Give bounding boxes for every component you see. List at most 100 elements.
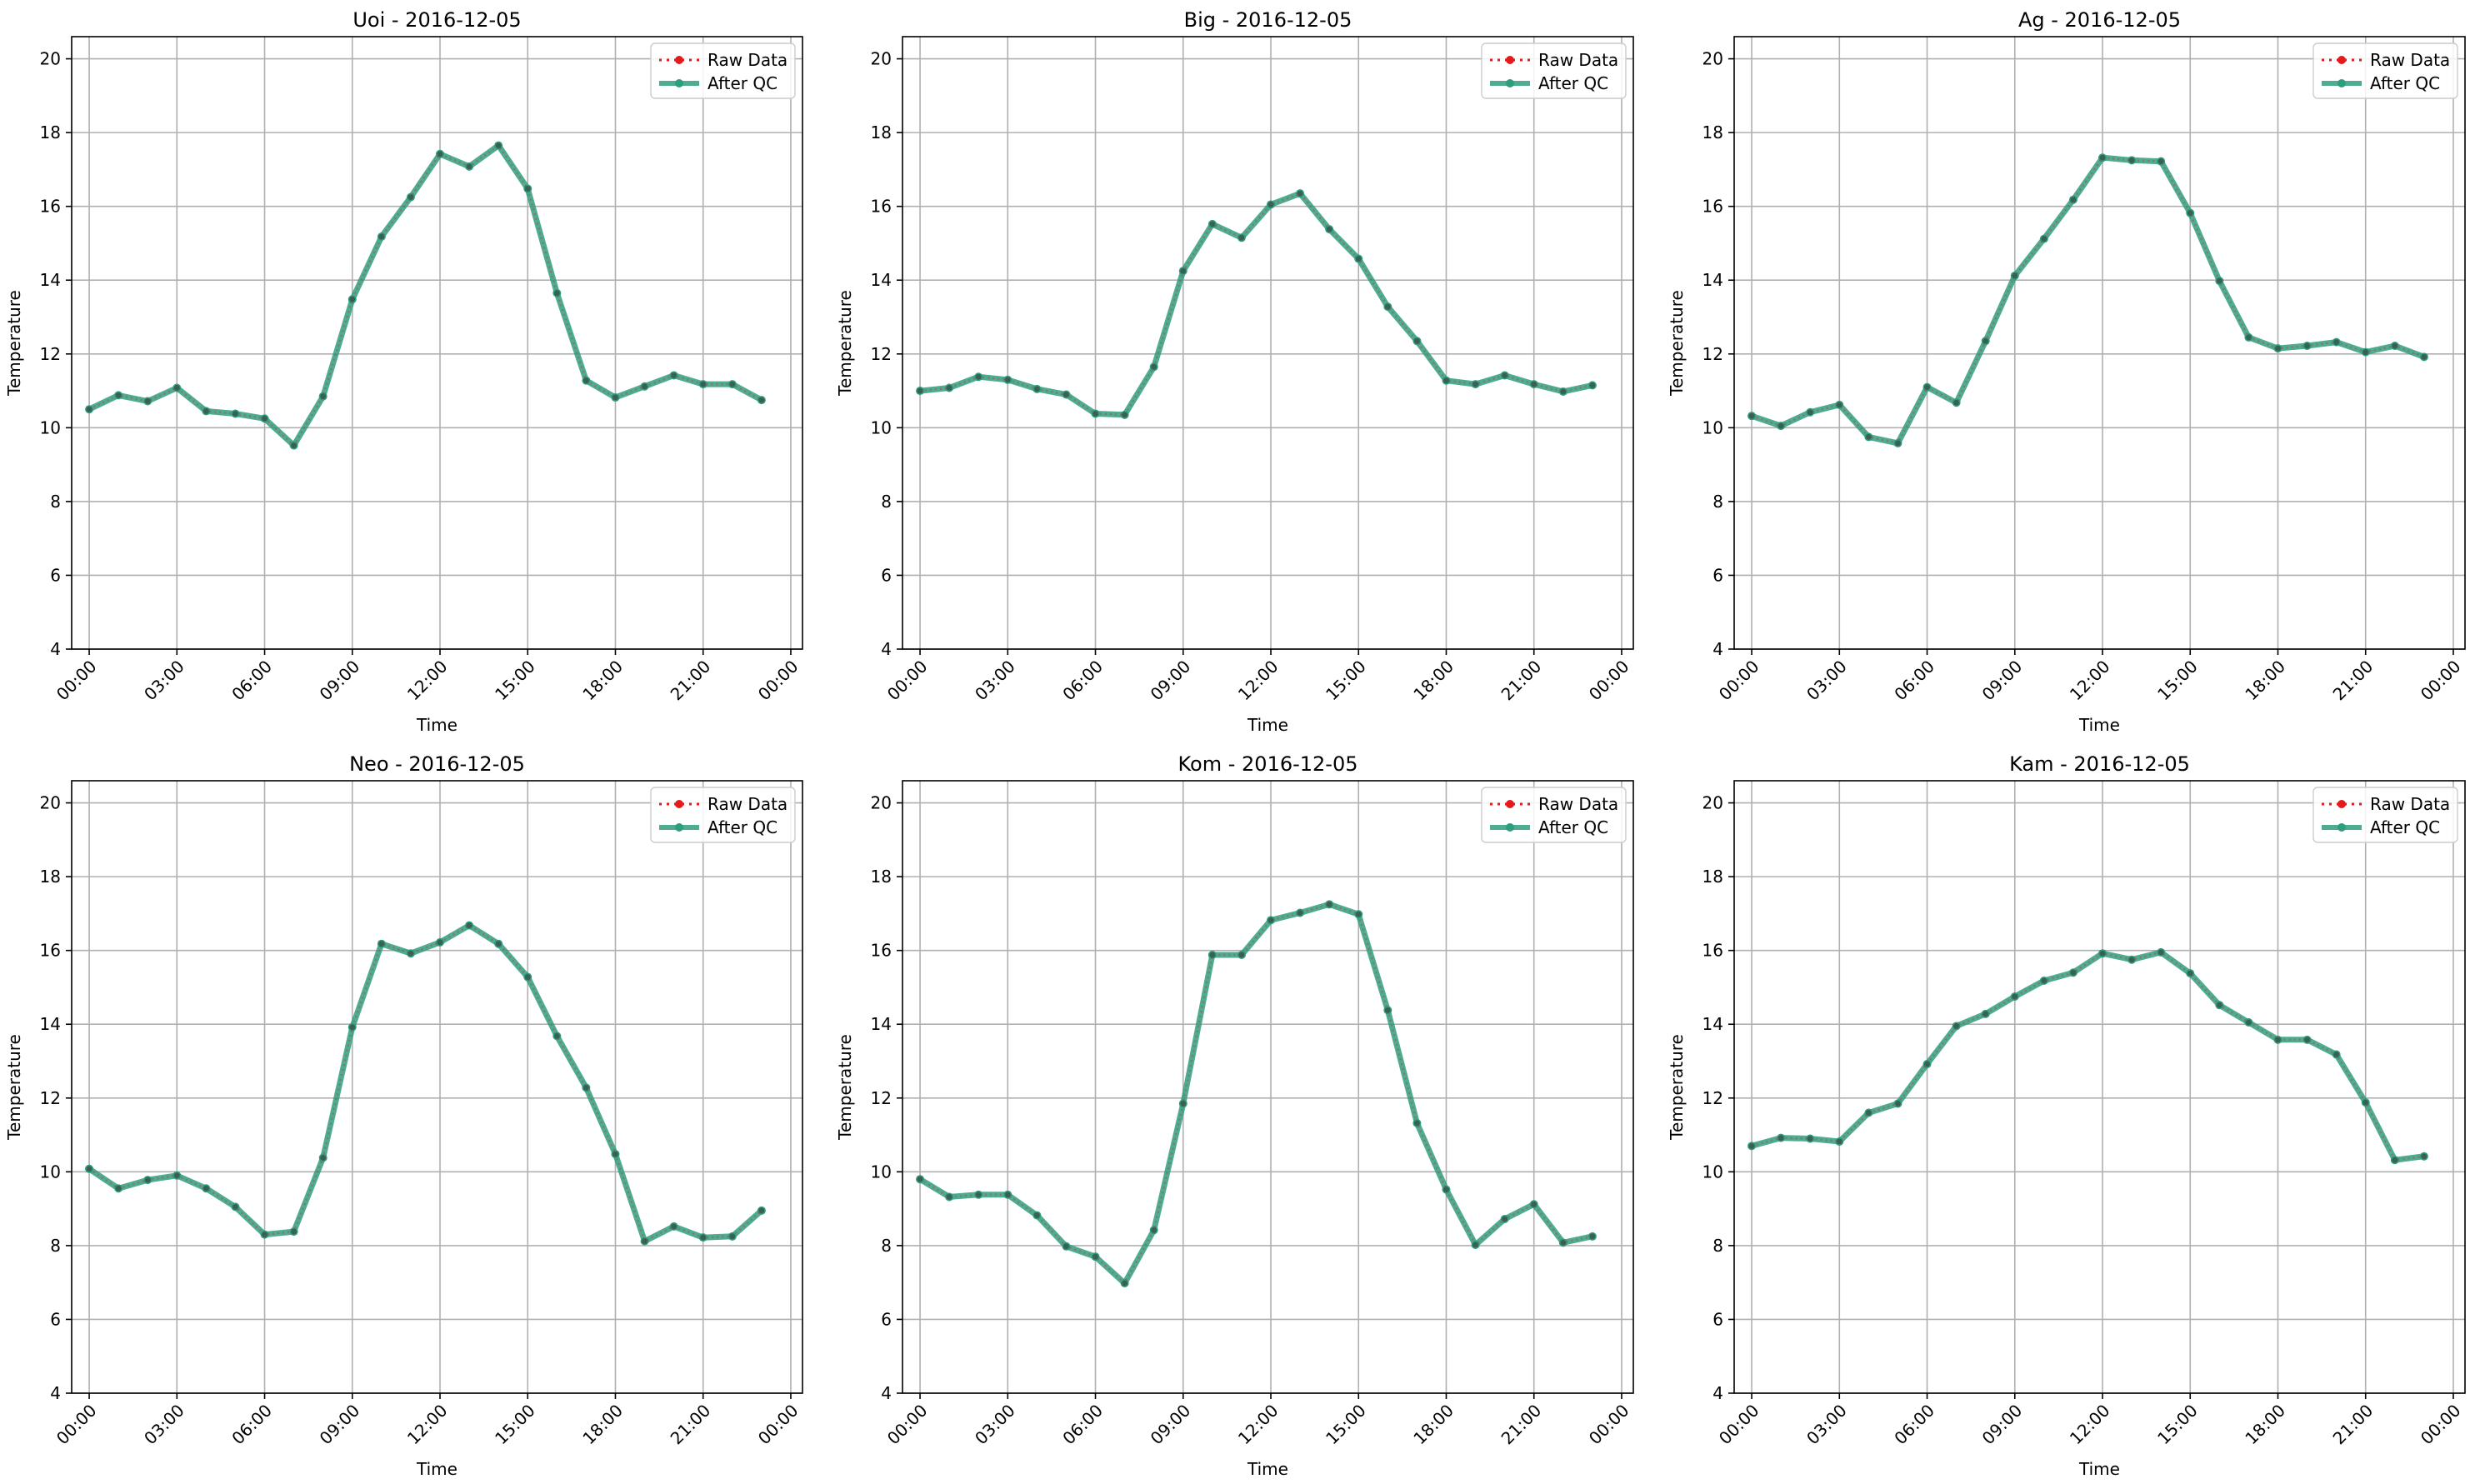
y-tick-label: 20 (1702, 793, 1723, 813)
y-tick-label: 16 (871, 197, 892, 217)
raw-data-point (1982, 337, 1989, 344)
raw-data-point (2275, 1037, 2281, 1043)
legend: Raw Data After QC (650, 42, 796, 99)
raw-data-point (975, 373, 982, 380)
raw-data-point (1209, 221, 1216, 227)
raw-data-point (232, 411, 238, 417)
raw-data-point (1268, 917, 1274, 923)
subplot-title: Kom - 2016-12-05 (1178, 752, 1358, 776)
raw-data-point (946, 385, 952, 391)
axes-frame (902, 780, 1634, 1394)
raw-data-point (700, 1234, 707, 1241)
raw-data-point (2421, 353, 2428, 360)
raw-data-point (671, 1223, 678, 1230)
raw-data-point (378, 941, 385, 947)
raw-data-point (1092, 1253, 1098, 1260)
y-tick-label: 12 (40, 344, 61, 364)
y-tick-label: 10 (1702, 1162, 1723, 1182)
raw-data-point (1033, 386, 1040, 392)
raw-data-point (1807, 409, 1813, 416)
raw-data-point (917, 1176, 923, 1182)
raw-data-point (2158, 158, 2164, 165)
raw-data-point (1836, 402, 1842, 408)
raw-data-point (1778, 422, 1784, 429)
raw-data-point (1355, 256, 1362, 262)
raw-data-point (758, 1207, 765, 1214)
y-tick-label: 10 (871, 417, 892, 437)
legend: Raw Data After QC (1481, 787, 1627, 843)
legend: Raw Data After QC (2312, 787, 2458, 843)
raw-data-point (262, 415, 268, 422)
raw-data-point (291, 1228, 298, 1235)
legend: Raw Data After QC (2312, 42, 2458, 99)
raw-data-point (1414, 1120, 1420, 1127)
raw-data-point (2392, 342, 2398, 349)
y-tick-label: 6 (881, 1309, 892, 1329)
raw-data-point (466, 922, 472, 928)
y-tick-label: 6 (1712, 565, 1723, 585)
raw-data-point (2421, 1153, 2428, 1160)
raw-data-point (2275, 345, 2281, 352)
raw-data-point (671, 372, 678, 378)
raw-data-point (173, 1172, 180, 1179)
legend-after-qc-marker (675, 823, 683, 832)
y-tick-label: 8 (1712, 492, 1723, 512)
raw-data-point (408, 950, 414, 957)
raw-data-point (1151, 1227, 1158, 1233)
raw-data-point (2128, 957, 2135, 963)
raw-data-point (2304, 1037, 2310, 1043)
x-axis-label: Time (2078, 1459, 2120, 1479)
raw-data-point (700, 381, 707, 387)
y-tick-label: 10 (40, 1162, 61, 1182)
y-tick-label: 4 (50, 639, 61, 659)
y-tick-label: 20 (1702, 49, 1723, 69)
raw-data-point (1953, 1023, 1960, 1029)
y-tick-label: 4 (50, 1383, 61, 1403)
legend-raw-data-label: Raw Data (708, 50, 788, 70)
raw-data-point (2246, 1019, 2252, 1026)
series-after-qc-line (1751, 949, 2425, 1163)
raw-data-point (115, 1185, 122, 1192)
raw-data-point (2362, 1099, 2369, 1106)
raw-data-point (466, 163, 472, 170)
y-tick-label: 8 (881, 492, 892, 512)
raw-data-point (1895, 1101, 1901, 1107)
subplot-title: Kam - 2016-12-05 (2009, 752, 2190, 776)
raw-data-point (612, 1151, 618, 1157)
raw-data-point (1268, 202, 1274, 207)
raw-data-point (2070, 197, 2077, 203)
raw-data-point (2070, 969, 2077, 976)
y-tick-label: 12 (871, 344, 892, 364)
raw-data-point (1209, 952, 1216, 958)
y-tick-label: 14 (40, 270, 61, 290)
legend-after-qc-label: After QC (2370, 817, 2440, 837)
raw-data-point (612, 394, 618, 401)
raw-data-point (144, 1177, 151, 1183)
y-tick-label: 6 (50, 565, 61, 585)
x-axis-label: Time (1247, 715, 1288, 735)
series-after-qc-line (1750, 154, 2426, 447)
legend-after-qc-label: After QC (1538, 817, 1608, 837)
raw-data-point (758, 397, 765, 403)
legend-raw-data-label: Raw Data (2370, 50, 2450, 70)
raw-data-point (1502, 1216, 1508, 1222)
y-tick-label: 18 (871, 122, 892, 142)
legend-after-qc-marker (675, 79, 683, 87)
raw-data-point (917, 387, 923, 394)
series-after-qc-line (918, 901, 1593, 1287)
raw-data-point (1865, 1110, 1872, 1116)
y-tick-label: 18 (1702, 122, 1723, 142)
raw-data-point (2041, 977, 2048, 984)
raw-data-point (1033, 1212, 1040, 1218)
y-tick-label: 16 (871, 941, 892, 961)
y-tick-label: 20 (40, 793, 61, 813)
raw-data-point (1004, 1192, 1011, 1198)
y-tick-label: 8 (881, 1236, 892, 1256)
raw-data-point (408, 194, 414, 201)
axes-frame (1733, 780, 2466, 1394)
legend-raw-data-marker (675, 800, 683, 808)
raw-data-point (262, 1232, 268, 1238)
axes-frame (1733, 36, 2466, 650)
raw-data-point (2216, 1002, 2222, 1008)
y-tick-label: 18 (40, 867, 61, 887)
